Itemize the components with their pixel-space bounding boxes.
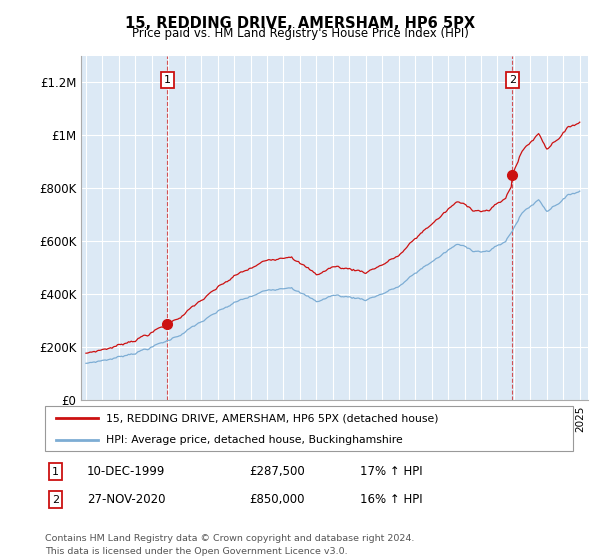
Text: £287,500: £287,500 (249, 465, 305, 478)
Text: 2: 2 (509, 75, 516, 85)
Text: 27-NOV-2020: 27-NOV-2020 (87, 493, 166, 506)
Text: 1: 1 (164, 75, 171, 85)
Text: HPI: Average price, detached house, Buckinghamshire: HPI: Average price, detached house, Buck… (106, 435, 403, 445)
Text: 10-DEC-1999: 10-DEC-1999 (87, 465, 166, 478)
Text: £850,000: £850,000 (249, 493, 305, 506)
Text: 2: 2 (52, 494, 59, 505)
Text: Price paid vs. HM Land Registry's House Price Index (HPI): Price paid vs. HM Land Registry's House … (131, 27, 469, 40)
Text: 15, REDDING DRIVE, AMERSHAM, HP6 5PX: 15, REDDING DRIVE, AMERSHAM, HP6 5PX (125, 16, 475, 31)
Text: 16% ↑ HPI: 16% ↑ HPI (360, 493, 422, 506)
Text: Contains HM Land Registry data © Crown copyright and database right 2024.
This d: Contains HM Land Registry data © Crown c… (45, 534, 415, 556)
Text: 1: 1 (52, 466, 59, 477)
Text: 17% ↑ HPI: 17% ↑ HPI (360, 465, 422, 478)
Text: 15, REDDING DRIVE, AMERSHAM, HP6 5PX (detached house): 15, REDDING DRIVE, AMERSHAM, HP6 5PX (de… (106, 413, 438, 423)
